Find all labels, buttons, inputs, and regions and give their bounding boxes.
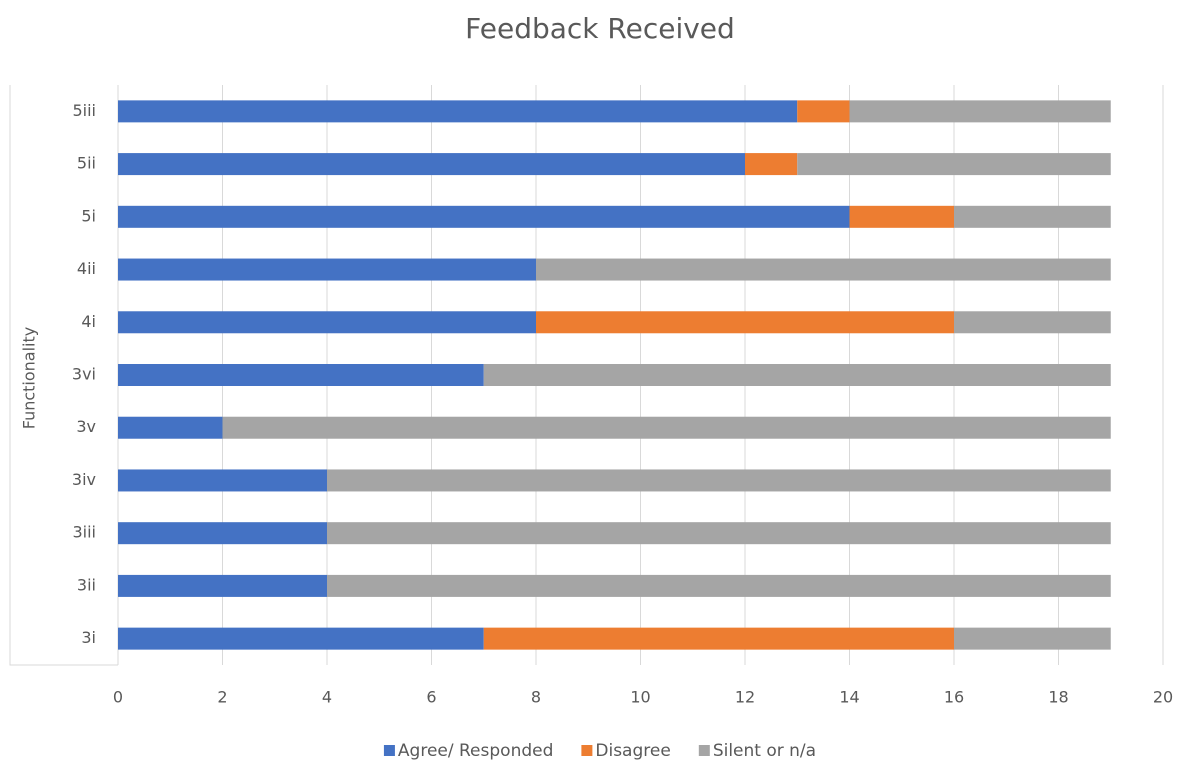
legend-label: Agree/ Responded xyxy=(398,741,553,761)
legend-swatch xyxy=(581,745,593,756)
x-tick-label: 6 xyxy=(426,688,436,707)
x-tick-label: 18 xyxy=(1048,688,1068,707)
y-axis-label: Functionality xyxy=(20,327,39,430)
bar-segment xyxy=(118,574,327,597)
y-tick-label: 3iii xyxy=(72,523,96,542)
bar-segment xyxy=(118,416,223,439)
bar-segment xyxy=(797,153,1111,176)
x-tick-label: 8 xyxy=(531,688,541,707)
bar-segment xyxy=(118,153,745,176)
bar-segment xyxy=(483,364,1111,386)
bar-segment xyxy=(222,416,1111,439)
y-tick-label: 5iii xyxy=(72,101,96,120)
bar-segment xyxy=(536,258,1111,281)
y-tick-label: 3ii xyxy=(77,575,96,594)
y-tick-label: 5i xyxy=(81,206,96,225)
bar-segment xyxy=(118,205,850,228)
y-tick-label: 3iv xyxy=(72,470,96,489)
bar-segment xyxy=(118,627,484,650)
x-tick-label: 16 xyxy=(944,688,964,707)
bar-segment xyxy=(483,627,954,650)
x-tick-label: 10 xyxy=(630,688,650,707)
bar-segment xyxy=(536,311,954,334)
bar-segment xyxy=(327,522,1111,545)
chart-title: Feedback Received xyxy=(465,12,735,45)
x-tick-label: 14 xyxy=(839,688,859,707)
legend-label: Silent or n/a xyxy=(713,741,816,761)
legend-swatch xyxy=(383,745,395,756)
bar-segment xyxy=(954,627,1111,650)
bar-segment xyxy=(118,522,327,545)
x-tick-label: 20 xyxy=(1153,688,1173,707)
y-tick-label: 3v xyxy=(76,417,96,436)
x-tick-label: 4 xyxy=(322,688,332,707)
axis-bracket xyxy=(9,85,118,666)
y-tick-label: 3vi xyxy=(72,365,96,384)
bar-segment xyxy=(954,205,1111,228)
bar-segment xyxy=(849,100,1111,123)
y-tick-label: 4ii xyxy=(77,259,96,278)
bar-segment xyxy=(327,469,1111,492)
bar-segment xyxy=(118,311,536,334)
bar-segment xyxy=(118,364,484,386)
bar-segment xyxy=(118,258,536,281)
bar-segment xyxy=(849,205,954,228)
bar-segment xyxy=(118,100,798,123)
y-tick-label: 5ii xyxy=(77,154,96,173)
y-tick-label: 4i xyxy=(81,312,96,331)
y-tick-label: 3i xyxy=(81,628,96,647)
bar-segment xyxy=(954,311,1111,334)
x-tick-label: 12 xyxy=(735,688,755,707)
legend-swatch xyxy=(698,745,710,756)
bar-segment xyxy=(327,574,1111,597)
bar-segment xyxy=(118,469,327,492)
x-tick-label: 2 xyxy=(217,688,227,707)
bar-segment xyxy=(797,100,850,123)
legend-label: Disagree xyxy=(595,741,670,761)
bar-segment xyxy=(745,153,798,176)
x-tick-label: 0 xyxy=(113,688,123,707)
